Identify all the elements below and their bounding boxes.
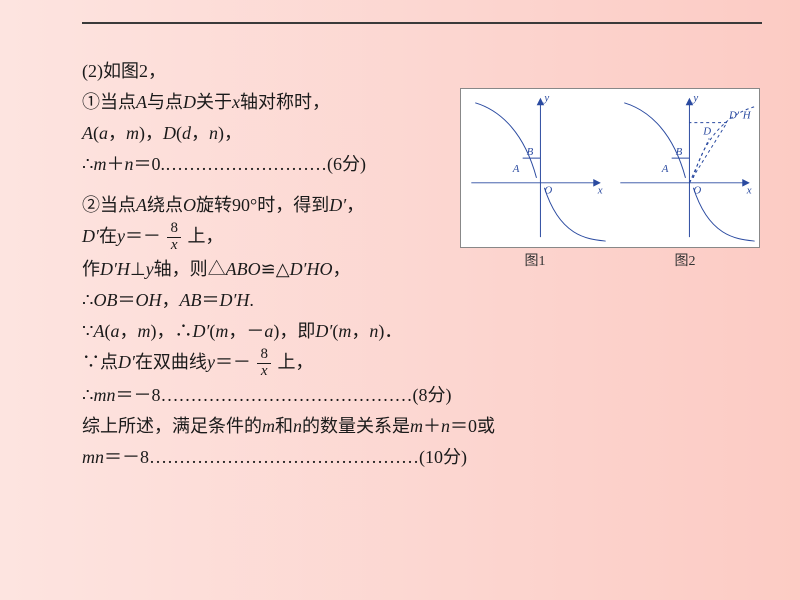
top-rule	[82, 22, 762, 24]
line-11: ∴mn＝－8……………………………………(8分)	[82, 380, 762, 411]
fraction-8-over-x: 8x	[257, 347, 271, 380]
figure-panel: y x O B A y x O B A D D	[460, 88, 760, 248]
line-1: (2)如图2，	[82, 56, 762, 87]
figure-captions: 图1 图2	[460, 250, 760, 270]
figure-2: y x O B A D D′ H	[610, 89, 759, 247]
figure-1: y x O B A	[461, 89, 610, 247]
origin-label: O	[693, 185, 701, 197]
line-9: ∵A(a，m)，∴D′(m，－a)，即D′(m，n)．	[82, 316, 762, 347]
line-8: ∴OB＝OH，AB＝D′H.	[82, 285, 762, 316]
point-b-label: B	[676, 146, 683, 158]
line-12: 综上所述，满足条件的m和n的数量关系是m＋n＝0或	[82, 411, 762, 442]
origin-label: O	[544, 185, 552, 197]
point-dprime-label: D′	[728, 110, 740, 122]
axis-y-label: y	[692, 92, 698, 104]
line-10: ∵点D′在双曲线y＝－ 8x 上，	[82, 347, 762, 380]
point-a-label: A	[661, 163, 669, 175]
figure-1-caption: 图1	[460, 250, 610, 270]
axis-y-label: y	[543, 92, 549, 104]
point-d-label: D	[702, 125, 711, 137]
line-13: mn＝－8………………………………………(10分)	[82, 442, 762, 473]
figure-2-caption: 图2	[610, 250, 760, 270]
axis-x-label: x	[746, 185, 752, 197]
fraction-8-over-x: 8x	[167, 221, 181, 254]
point-h-label: H	[742, 110, 752, 122]
axis-x-label: x	[597, 185, 603, 197]
point-b-label: B	[527, 146, 534, 158]
point-a-label: A	[512, 163, 520, 175]
